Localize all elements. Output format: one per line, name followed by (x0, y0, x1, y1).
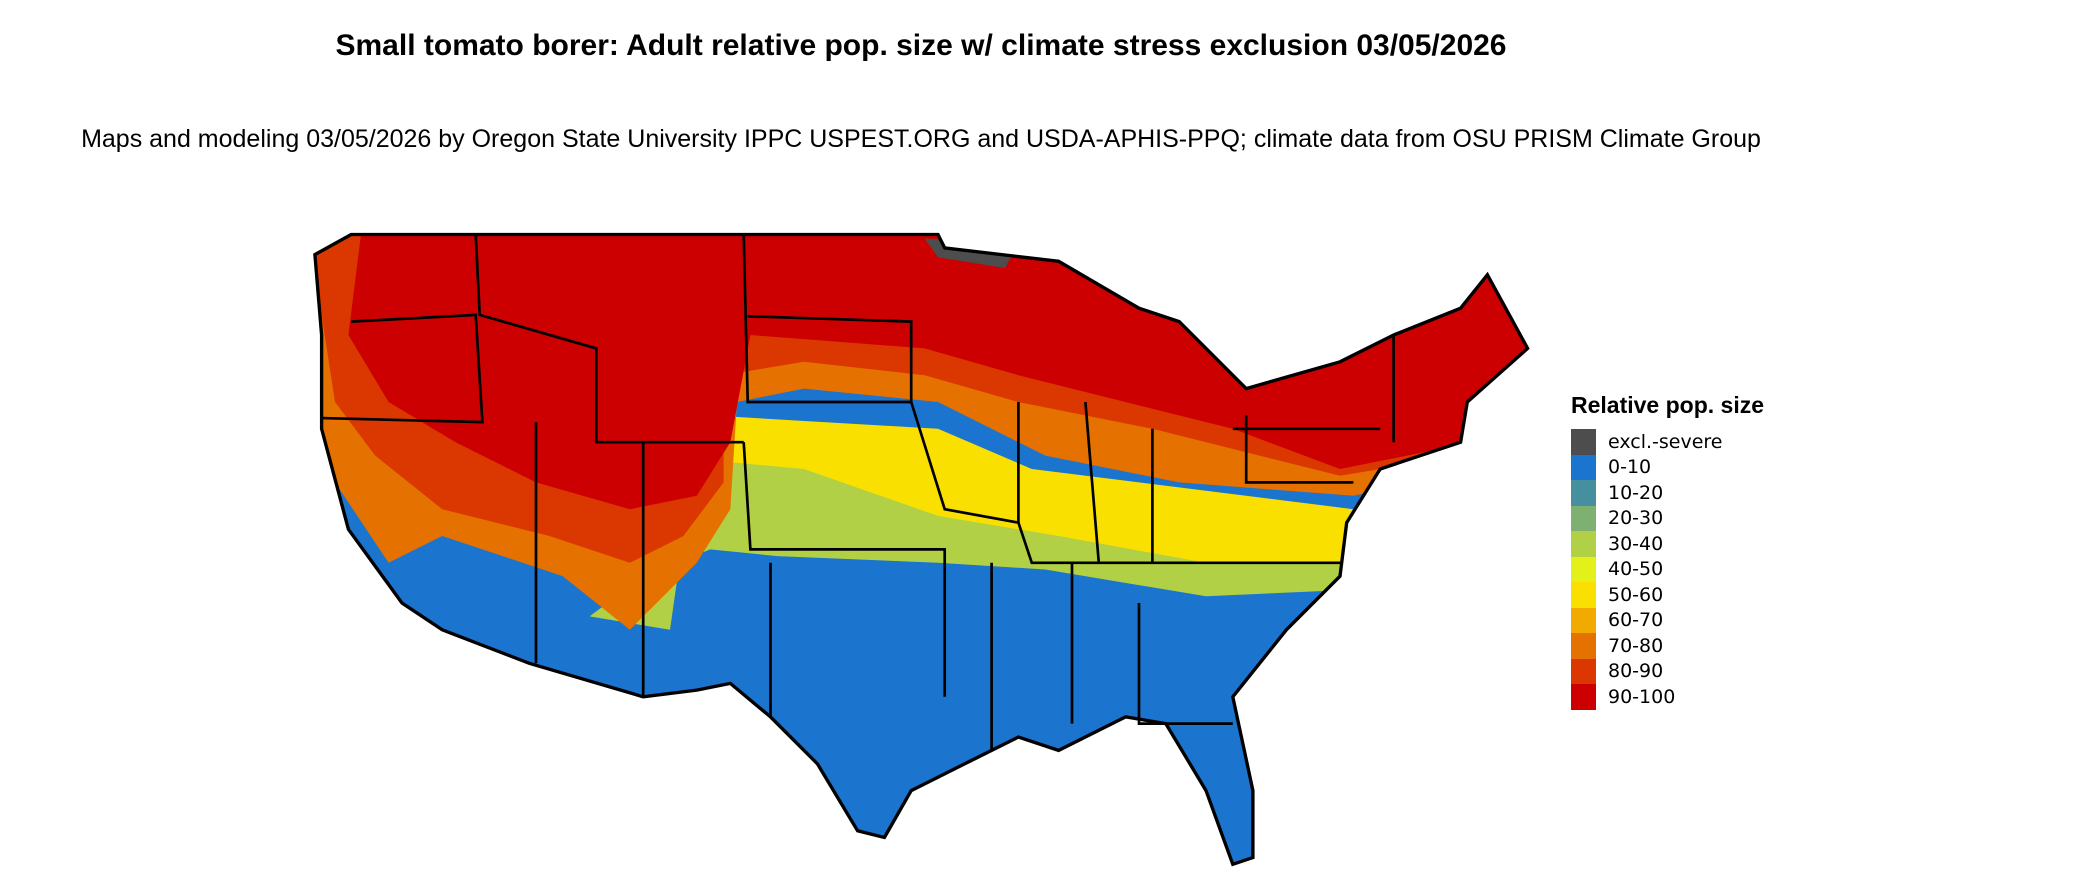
legend-label: 90-100 (1608, 685, 1676, 708)
legend-swatch (1571, 556, 1596, 582)
legend-item: 60-70 (1571, 607, 1764, 633)
legend-label: 70-80 (1608, 634, 1664, 657)
legend-label: 50-60 (1608, 583, 1664, 606)
legend-item: 10-20 (1571, 480, 1764, 506)
legend-item: 90-100 (1571, 684, 1764, 710)
legend-swatch (1571, 658, 1596, 684)
state-boundaries (321, 234, 1395, 751)
map-subtitle: Maps and modeling 03/05/2026 by Oregon S… (81, 125, 1761, 153)
legend-label: 40-50 (1608, 558, 1664, 581)
legend-label: 0-10 (1608, 456, 1652, 479)
legend-item: 70-80 (1571, 633, 1764, 659)
legend-item: 20-30 (1571, 505, 1764, 531)
legend-label: excl.-severe (1608, 430, 1723, 453)
legend-label: 20-30 (1608, 507, 1664, 530)
legend-item: 40-50 (1571, 556, 1764, 582)
legend-swatch (1571, 633, 1596, 659)
legend-swatch (1571, 429, 1596, 455)
map-title: Small tomato borer: Adult relative pop. … (335, 29, 1507, 62)
legend-title: Relative pop. size (1571, 392, 1765, 418)
legend-swatch (1571, 480, 1596, 506)
map-fill (314, 234, 1528, 865)
legend-item: 30-40 (1571, 531, 1764, 557)
legend: Relative pop. size excl.-severe 0-10 10-20… (1571, 392, 1764, 710)
legend-swatch (1571, 531, 1596, 557)
legend-label: 60-70 (1608, 609, 1664, 632)
legend-swatch (1571, 684, 1596, 710)
legend-swatch (1571, 607, 1596, 633)
legend-swatch (1571, 454, 1596, 480)
legend-swatch (1571, 582, 1596, 608)
legend-item: 80-90 (1571, 658, 1764, 684)
legend-item: 0-10 (1571, 454, 1764, 480)
legend-label: 30-40 (1608, 532, 1664, 555)
legend-label: 10-20 (1608, 481, 1664, 504)
legend-swatch (1571, 505, 1596, 531)
region-20-40 (589, 442, 1354, 630)
region-50-60 (562, 415, 1354, 603)
legend-label: 80-90 (1608, 660, 1664, 683)
legend-item: 50-60 (1571, 582, 1764, 608)
legend-item: excl.-severe (1571, 429, 1764, 455)
